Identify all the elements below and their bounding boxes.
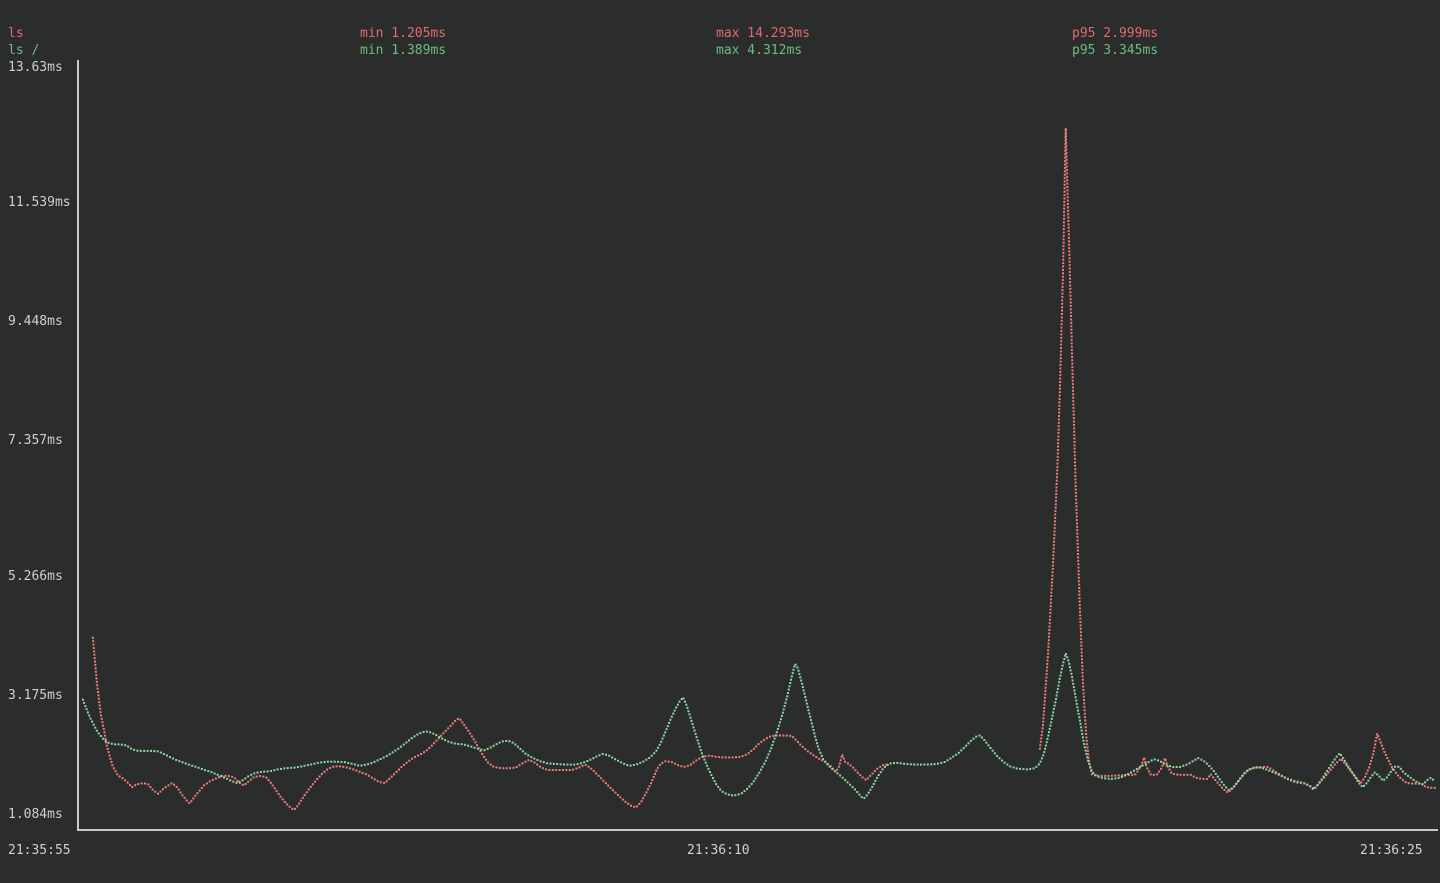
series-ls-slash-dots [81,653,1434,799]
stat-max-ls: max 14.293ms [716,26,810,41]
stat-p95-ls: p95 2.999ms [1072,26,1159,41]
legend-series-ls: ls [8,26,24,41]
x-axis-line [77,829,1438,831]
x-axis-tick-end: 21:36:25 [1360,843,1423,858]
y-axis-tick-label: 3.175ms [8,688,63,703]
stat-min-ls-slash: min 1.389ms [360,43,447,58]
y-axis-line [77,60,79,831]
y-axis-tick-label: 5.266ms [8,569,63,584]
stat-max-ls-slash: max 4.312ms [716,43,803,58]
y-axis-tick-label: 9.448ms [8,314,63,329]
x-axis-tick-start: 21:35:55 [8,843,71,858]
stat-p95-ls-slash: p95 3.345ms [1072,43,1159,58]
y-axis-tick-label: 1.084ms [8,807,63,822]
stat-min-ls: min 1.205ms [360,26,447,41]
x-axis-tick-middle: 21:36:10 [687,843,750,858]
y-axis-tick-label: 7.357ms [8,433,63,448]
legend-series-ls-slash: ls / [8,43,40,58]
y-axis-tick-label: 13.63ms [8,60,63,75]
series-ls-dots [91,128,1436,810]
y-axis-tick-label: 11.539ms [8,195,71,210]
